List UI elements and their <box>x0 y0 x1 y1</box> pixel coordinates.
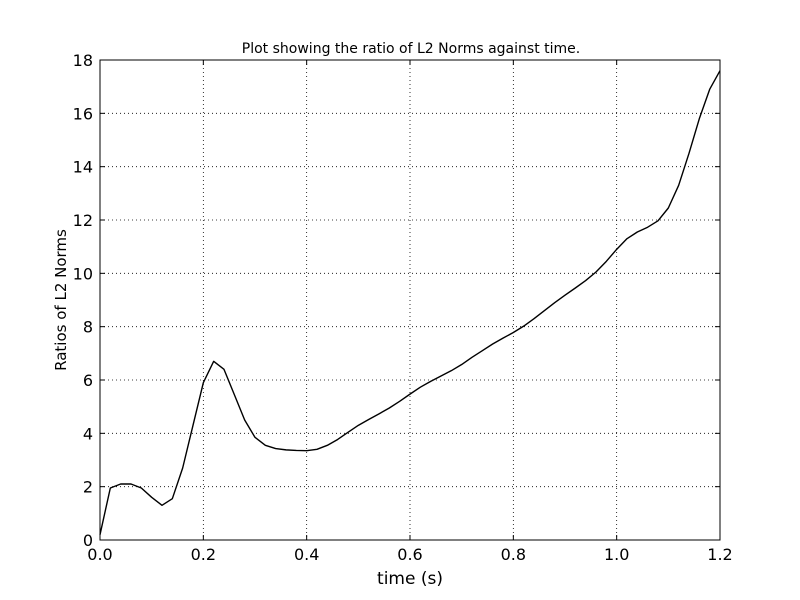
x-tick-label: 1.0 <box>604 545 629 564</box>
grid <box>100 60 720 540</box>
x-tick-label: 0.6 <box>397 545 422 564</box>
x-tick-label: 0.2 <box>191 545 216 564</box>
y-tick-label: 16 <box>73 104 93 123</box>
x-tick-label: 1.2 <box>707 545 732 564</box>
y-tick-label: 10 <box>73 264 93 283</box>
x-tick-label: 0.8 <box>501 545 526 564</box>
y-tick-label: 18 <box>73 51 93 70</box>
x-axis-ticks: 0.0 0.2 0.4 0.6 0.8 1.0 1.2 <box>87 60 733 564</box>
y-axis-ticks: 0 2 4 6 8 10 12 14 16 18 <box>73 51 720 550</box>
x-tick-label: 0.4 <box>294 545 319 564</box>
y-tick-label: 12 <box>73 211 93 230</box>
y-tick-label: 4 <box>83 424 93 443</box>
x-tick-label: 0.0 <box>87 545 112 564</box>
y-tick-label: 14 <box>73 158 93 177</box>
x-axis-label: time (s) <box>377 569 443 589</box>
y-axis-label: Ratios of L2 Norms <box>52 229 70 371</box>
y-tick-label: 6 <box>83 371 93 390</box>
y-tick-label: 0 <box>83 531 93 550</box>
y-tick-label: 2 <box>83 478 93 497</box>
y-tick-label: 8 <box>83 318 93 337</box>
series-line <box>99 70 721 535</box>
chart-title: Plot showing the ratio of L2 Norms again… <box>242 41 580 57</box>
